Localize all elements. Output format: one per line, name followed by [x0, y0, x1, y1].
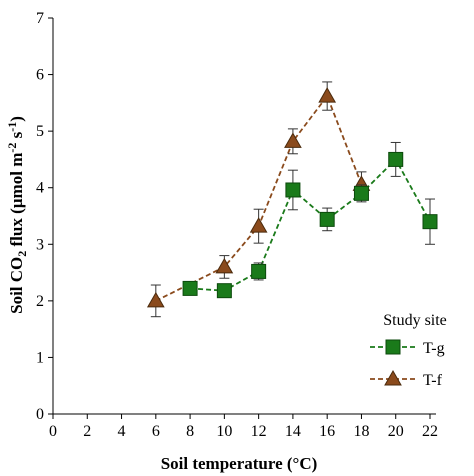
y-axis-label: Soil CO2 flux (µmol m-2 s-1): [5, 116, 29, 314]
y-tick-label: 0: [36, 406, 44, 423]
legend-marker: [384, 369, 402, 386]
y-tick-label: 5: [36, 123, 44, 140]
y-tick-label: 4: [36, 180, 44, 197]
series-t-g: [182, 141, 438, 299]
data-point: [319, 211, 335, 227]
x-tick-label: 6: [152, 423, 160, 440]
data-point: [215, 257, 234, 274]
data-point: [422, 214, 438, 230]
x-axis-label: Soil temperature (°C): [161, 454, 318, 473]
y-label-part: flux (µmol m: [7, 153, 26, 251]
series-layer: [146, 81, 438, 318]
legend-title: Study site: [383, 312, 447, 329]
x-tick-label: 16: [319, 423, 335, 440]
data-point: [353, 185, 369, 201]
x-tick-label: 0: [49, 423, 57, 440]
legend-label: T-f: [423, 372, 443, 389]
data-point: [182, 280, 198, 296]
x-tick-label: 20: [388, 423, 404, 440]
x-tick-label: 18: [353, 423, 369, 440]
x-tick-label: 14: [285, 423, 301, 440]
y-label-part: Soil CO: [7, 257, 26, 314]
data-point: [285, 182, 301, 198]
y-tick-label: 7: [36, 10, 44, 27]
legend: Study site T-g T-f: [370, 312, 447, 389]
legend-label: T-g: [423, 340, 445, 357]
y-label-sub: 2: [15, 251, 29, 257]
y-tick-label: 2: [36, 293, 44, 310]
series-t-f: [146, 81, 371, 318]
legend-marker: [385, 339, 401, 355]
legend-items: T-g T-f: [370, 339, 445, 389]
y-tick-label: 6: [36, 67, 44, 84]
x-tick-label: 8: [186, 423, 194, 440]
x-tick-label: 4: [118, 423, 126, 440]
x-tick-label: 12: [251, 423, 267, 440]
x-tick-label: 10: [216, 423, 232, 440]
y-label-part: ): [7, 116, 26, 122]
data-point: [249, 217, 268, 233]
data-point: [251, 263, 267, 279]
y-label-sup: -2: [5, 143, 19, 153]
data-point: [388, 151, 404, 167]
data-point: [216, 283, 232, 299]
y-label-sup: -1: [5, 122, 19, 132]
y-label-part: s: [7, 131, 26, 142]
axes: [52, 18, 436, 415]
data-point: [146, 291, 165, 308]
x-tick-label: 2: [83, 423, 91, 440]
data-point: [318, 87, 337, 103]
y-tick-label: 1: [36, 349, 44, 366]
x-tick-label: 22: [422, 423, 438, 440]
data-point: [284, 132, 302, 148]
y-tick-label: 3: [36, 236, 44, 253]
